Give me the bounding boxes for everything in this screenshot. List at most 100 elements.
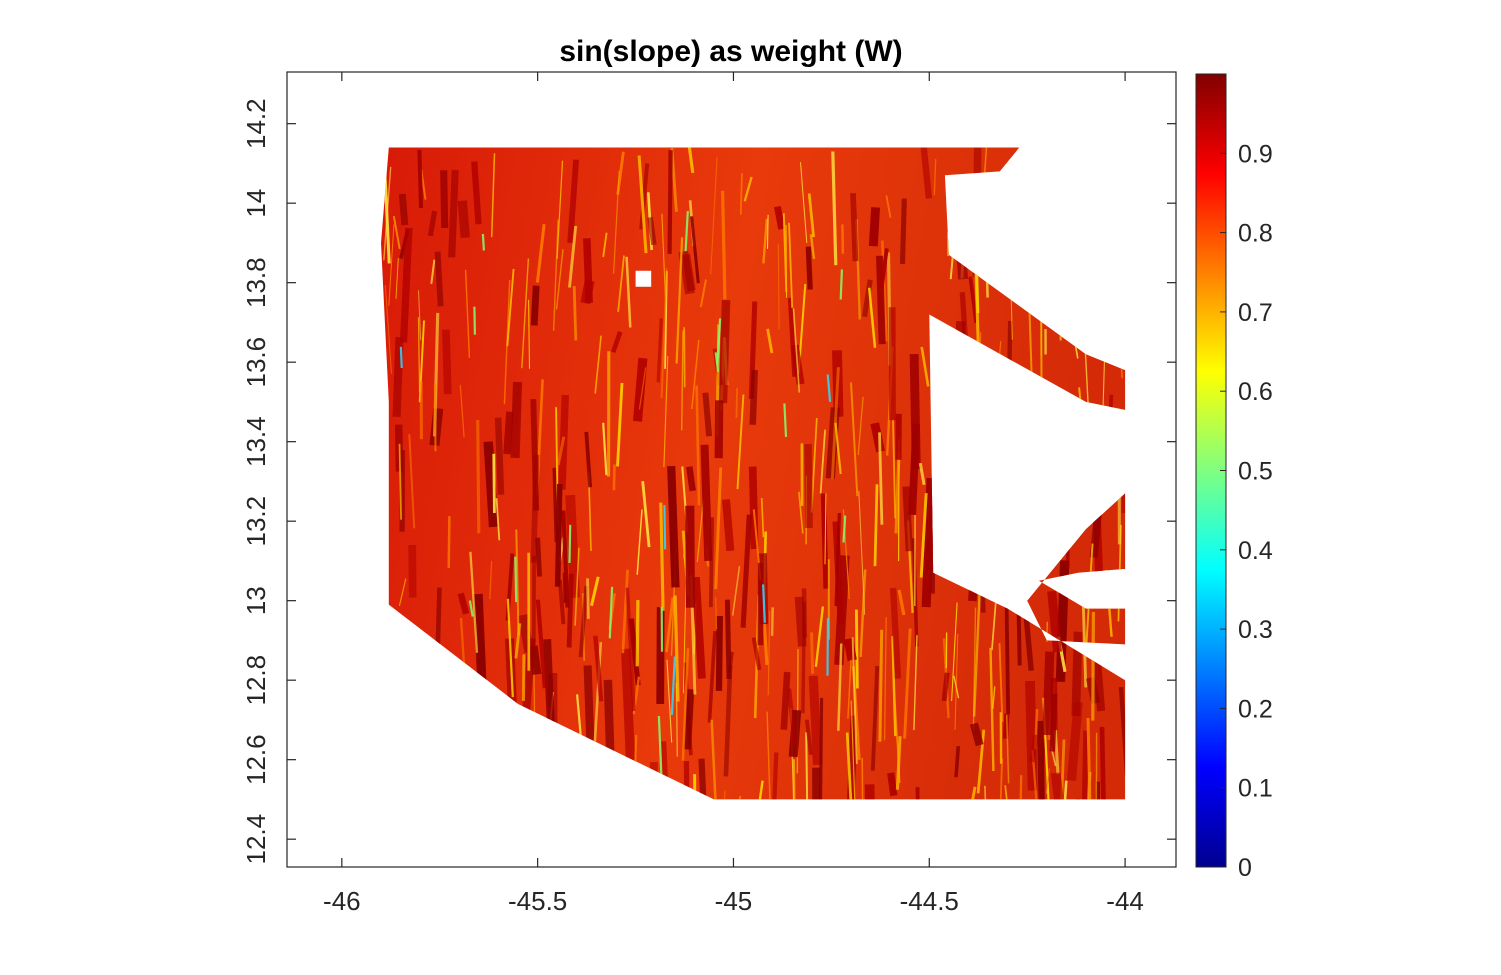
heatmap-streak <box>724 599 732 680</box>
heatmap-streak <box>647 217 657 246</box>
y-tick-label: 14.2 <box>241 98 271 149</box>
heatmap-streak <box>902 486 913 552</box>
heatmap-streak <box>483 441 499 528</box>
heatmap-streak <box>687 147 695 174</box>
heatmap-streak <box>641 481 651 548</box>
heatmap-streak <box>861 279 873 318</box>
heatmap-streak <box>805 246 813 290</box>
heatmap-streak <box>739 173 743 215</box>
heatmap-streak <box>1059 308 1064 341</box>
heatmap-streak <box>686 466 696 492</box>
heatmap-streak <box>951 382 956 476</box>
heatmap-streak <box>1074 236 1083 337</box>
heatmap-streak <box>665 597 675 653</box>
y-tick-label: 12.8 <box>241 655 271 706</box>
heatmap-streak <box>510 381 523 459</box>
heatmap-streak <box>1081 266 1094 302</box>
heatmap-streak <box>555 249 564 310</box>
heatmap-streak <box>578 585 589 658</box>
heatmap-streak <box>767 610 771 696</box>
heatmap-streak <box>845 732 856 800</box>
heatmap-streak <box>870 666 880 771</box>
heatmap-streak <box>506 598 514 698</box>
heatmap-streak <box>1013 457 1017 539</box>
heatmap-streak <box>919 147 933 199</box>
heatmap-streak <box>543 639 556 750</box>
heatmap-streak <box>903 628 912 739</box>
heatmap-streak <box>805 732 809 800</box>
heatmap-streak <box>984 428 990 451</box>
heatmap-streak <box>434 695 444 750</box>
heatmap-streak <box>873 484 879 567</box>
heatmap-streak <box>1039 273 1043 397</box>
heatmap-streak <box>858 490 866 615</box>
heatmap-streak <box>969 722 984 747</box>
heatmap-streak <box>535 599 547 689</box>
heatmap-streak <box>820 493 829 589</box>
heatmap-streak <box>851 637 858 764</box>
heatmap-low-value-streak <box>468 600 474 617</box>
heatmap-streak <box>476 419 481 534</box>
heatmap-streak <box>1092 148 1105 232</box>
heatmap-streak <box>638 367 647 410</box>
heatmap-streak <box>420 720 428 800</box>
heatmap-streak <box>1042 421 1051 451</box>
colorbar-tick-label: 0.3 <box>1238 616 1273 644</box>
heatmap-layer <box>381 147 1126 800</box>
heatmap-streak <box>867 287 877 348</box>
heatmap-streak <box>889 587 902 679</box>
heatmap-streak <box>574 547 580 626</box>
heatmap-streak <box>1034 227 1040 297</box>
heatmap-streak <box>464 269 471 358</box>
heatmap-streak <box>954 745 961 778</box>
heatmap-streak <box>887 772 898 797</box>
heatmap-streak <box>398 443 402 520</box>
heatmap-streak <box>1075 798 1086 800</box>
heatmap-streak <box>457 200 470 238</box>
heatmap-streak <box>667 465 680 588</box>
heatmap-streak <box>494 417 505 495</box>
heatmap-low-value-streak <box>444 692 449 750</box>
heatmap-streak <box>1011 432 1017 521</box>
heatmap-streak <box>751 637 762 671</box>
heatmap-streak <box>1105 394 1114 475</box>
heatmap-low-value-streak <box>714 352 720 372</box>
heatmap-streak <box>681 648 690 761</box>
heatmap-streak <box>687 794 695 800</box>
heatmap-streak <box>1070 147 1074 176</box>
heatmap-streak <box>1099 726 1106 800</box>
heatmap-streak <box>798 491 804 534</box>
y-tick-label: 13.2 <box>241 496 271 547</box>
heatmap-streak <box>621 648 636 774</box>
heatmap-streak <box>953 414 964 502</box>
heatmap-streak <box>933 159 937 196</box>
heatmap-streak <box>1027 147 1030 222</box>
x-tick-label: -45 <box>715 886 753 916</box>
colorbar-tick-label: 0.4 <box>1238 537 1273 565</box>
heatmap-low-value-streak <box>946 439 950 478</box>
heatmap-streak <box>675 237 684 364</box>
heatmap-streak <box>471 161 482 225</box>
heatmap-streak <box>913 635 918 731</box>
heatmap-streak <box>690 216 700 284</box>
heatmap-streak <box>450 794 457 800</box>
heatmap-streak <box>1053 238 1061 284</box>
heatmap-streak <box>714 467 723 590</box>
heatmap-streak <box>1005 714 1010 784</box>
y-tick-label: 13 <box>241 586 271 615</box>
heatmap-streak <box>976 495 986 613</box>
heatmap-streak <box>1086 717 1092 800</box>
heatmap-streak <box>683 689 695 750</box>
heatmap-streak <box>1045 768 1050 795</box>
heatmap-streak <box>433 383 437 452</box>
heatmap-streak <box>489 561 493 600</box>
heatmap-streak <box>1006 196 1012 250</box>
heatmap-streak <box>602 232 608 258</box>
heatmap-streak <box>603 679 616 800</box>
heatmap-streak <box>920 346 930 387</box>
heatmap-streak <box>1067 239 1080 337</box>
heatmap-streak <box>421 664 431 739</box>
heatmap-low-value-streak <box>473 306 476 335</box>
heatmap-streak <box>749 369 759 425</box>
heatmap-streak <box>392 337 404 417</box>
